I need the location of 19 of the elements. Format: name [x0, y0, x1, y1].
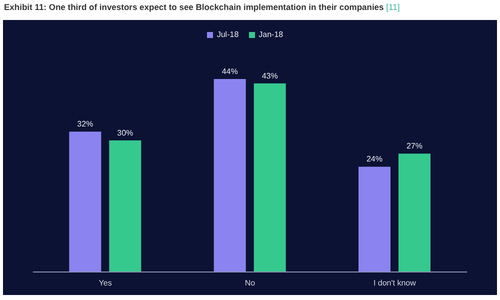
data-label: 44% [222, 67, 238, 76]
chart-subtitle: [11] [386, 2, 400, 12]
legend-label: Jul-18 [216, 30, 239, 39]
data-label: 24% [366, 154, 383, 164]
bar [214, 79, 246, 272]
bar [358, 166, 390, 272]
bar [69, 132, 102, 272]
legend-label: Jan-18 [258, 30, 284, 39]
x-tick-label: No [244, 278, 256, 288]
data-label: 30% [117, 128, 134, 138]
x-tick-label: Yes [98, 278, 112, 288]
data-label: 27% [406, 142, 423, 151]
bar [109, 140, 142, 272]
chart-title: Exhibit 11: One third of investors expect to see Blockchain implementation in their companies [4, 2, 384, 12]
bar [254, 83, 286, 272]
data-label: 43% [262, 71, 278, 80]
bar [398, 154, 430, 272]
x-tick-label: I don't know [373, 278, 416, 288]
data-label: 32% [77, 120, 94, 129]
